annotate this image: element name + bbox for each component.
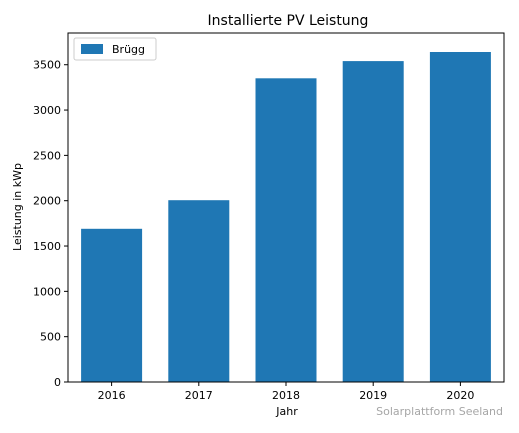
- legend-box: [73, 37, 157, 61]
- y-tick-label: 3000: [33, 104, 61, 117]
- x-tick-label: 2018: [272, 389, 300, 402]
- x-axis-label: Jahr: [275, 405, 298, 418]
- y-tick-label: 500: [40, 331, 61, 344]
- bar-2016: [81, 228, 143, 382]
- x-tick-label: 2016: [98, 389, 126, 402]
- y-tick-label: 1500: [33, 240, 61, 253]
- chart-title: Installierte PV Leistung: [208, 13, 369, 29]
- x-axis: 2016 2017 2018 2019 2020: [98, 382, 474, 402]
- bar-2017: [168, 200, 230, 382]
- legend-swatch: [81, 44, 103, 54]
- y-tick-label: 2000: [33, 195, 61, 208]
- x-tick-label: 2020: [446, 389, 474, 402]
- legend-label: Brügg: [112, 43, 145, 56]
- y-axis-label: Leistung in kWp: [11, 163, 24, 251]
- bar-2018: [255, 78, 317, 383]
- y-axis: 0 500 1000 1500 2000 2500 3000 3500: [33, 59, 68, 389]
- plot-area: [81, 52, 491, 383]
- x-tick-label: 2019: [359, 389, 387, 402]
- bar-2020: [429, 52, 491, 382]
- y-tick-label: 1000: [33, 285, 61, 298]
- y-tick-label: 2500: [33, 149, 61, 162]
- y-tick-label: 0: [54, 376, 61, 389]
- y-tick-label: 3500: [33, 59, 61, 72]
- legend: Brügg: [73, 37, 157, 61]
- watermark-text: Solarplattform Seeland: [376, 405, 503, 418]
- x-tick-label: 2017: [185, 389, 213, 402]
- bar-2019: [342, 61, 404, 382]
